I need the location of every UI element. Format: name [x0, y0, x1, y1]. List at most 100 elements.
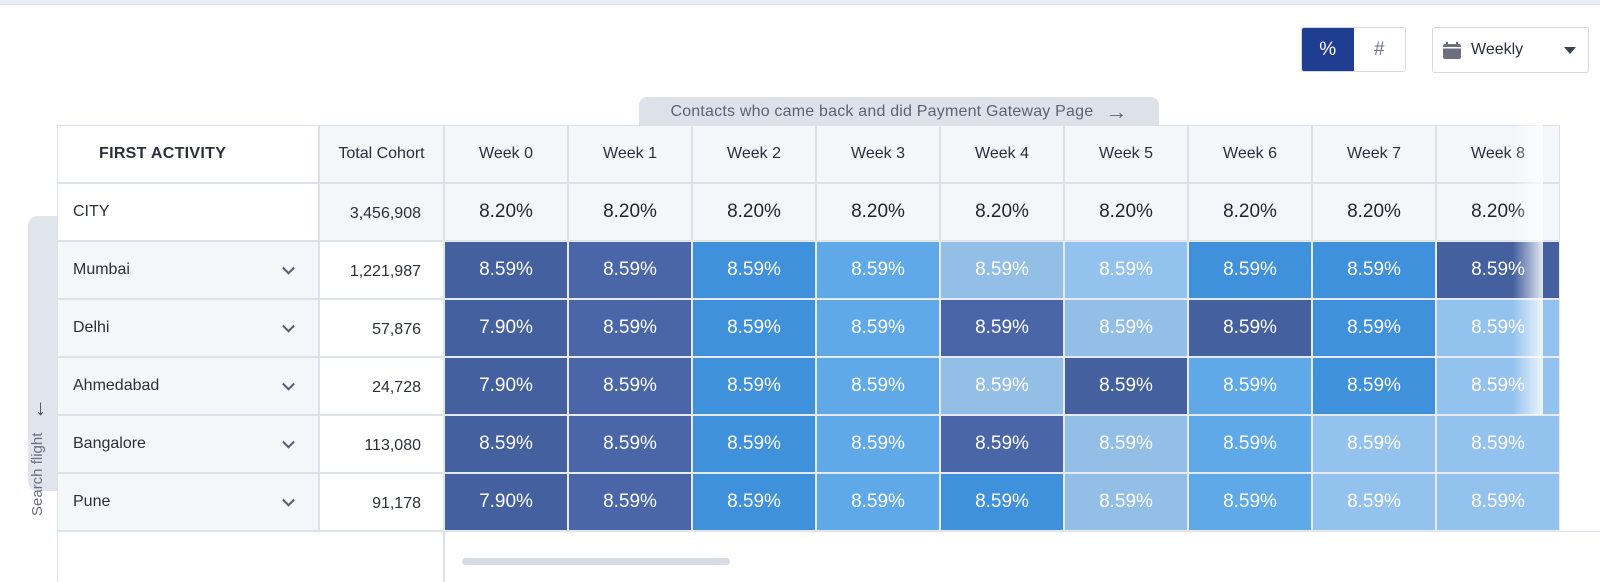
retention-cell[interactable]: 8.59% — [1064, 357, 1188, 415]
retention-cell[interactable]: 8.59% — [816, 357, 940, 415]
summary-week-value: 8.20% — [444, 183, 568, 241]
cohort-total-value: 57,876 — [319, 299, 444, 357]
retention-cell[interactable]: 8.59% — [1436, 357, 1560, 415]
arrow-right-icon: → — [1105, 99, 1128, 124]
frequency-value: Weekly — [1471, 41, 1524, 58]
retention-cell[interactable]: 8.59% — [816, 299, 940, 357]
city-name: Pune — [73, 493, 111, 510]
cohort-total-value: 24,728 — [319, 357, 444, 415]
city-name: Bangalore — [73, 435, 146, 452]
city-row-toggle[interactable]: Pune — [57, 473, 319, 531]
retention-cell[interactable]: 8.59% — [1436, 299, 1560, 357]
retention-cell[interactable]: 8.59% — [1188, 357, 1312, 415]
week-header: Week 4 — [940, 125, 1064, 183]
city-name: Delhi — [73, 319, 110, 336]
chevron-down-icon — [282, 261, 295, 275]
week-header: Week 0 — [444, 125, 568, 183]
summary-week-value: 8.20% — [692, 183, 816, 241]
arrow-down-icon: ↓ — [35, 395, 46, 420]
retention-cell[interactable]: 8.59% — [568, 299, 692, 357]
retention-cell[interactable]: 8.59% — [940, 473, 1064, 531]
retention-cell[interactable]: 8.59% — [1188, 415, 1312, 473]
total-cohort-header: Total Cohort — [319, 125, 444, 183]
retention-cell[interactable]: 8.59% — [1064, 415, 1188, 473]
count-toggle-button[interactable]: # — [1353, 28, 1405, 71]
retention-cell[interactable]: 8.59% — [692, 299, 816, 357]
return-event-banner: Contacts who came back and did Payment G… — [639, 97, 1159, 127]
retention-cell[interactable]: 8.59% — [1312, 415, 1436, 473]
retention-cell[interactable]: 8.59% — [568, 241, 692, 299]
retention-cell[interactable]: 8.59% — [568, 473, 692, 531]
retention-cell[interactable]: 8.59% — [1312, 241, 1436, 299]
frequency-dropdown[interactable]: Weekly — [1432, 27, 1589, 73]
retention-cell[interactable]: 7.90% — [444, 473, 568, 531]
retention-cell[interactable]: 8.59% — [692, 357, 816, 415]
week-header: Week 7 — [1312, 125, 1436, 183]
retention-cell[interactable]: 8.59% — [940, 415, 1064, 473]
retention-cell[interactable]: 7.90% — [444, 357, 568, 415]
view-mode-toggle: % # — [1301, 27, 1406, 72]
retention-cell[interactable]: 8.59% — [940, 357, 1064, 415]
side-tab-label: Search flight — [29, 432, 46, 516]
retention-cell[interactable]: 8.59% — [816, 415, 940, 473]
summary-week-value: 8.20% — [1188, 183, 1312, 241]
retention-cell[interactable]: 8.59% — [816, 473, 940, 531]
cohort-table: FIRST ACTIVITY Total Cohort Week 0 Week 1 We… — [57, 125, 1600, 582]
retention-cell[interactable]: 8.59% — [1064, 241, 1188, 299]
retention-cell[interactable]: 8.59% — [1188, 299, 1312, 357]
top-divider — [0, 0, 1600, 5]
retention-cell[interactable]: 8.59% — [444, 241, 568, 299]
cohort-total-value: 113,080 — [319, 415, 444, 473]
week-header: Week 6 — [1188, 125, 1312, 183]
retention-cell[interactable]: 8.59% — [1436, 473, 1560, 531]
retention-cell[interactable]: 8.59% — [568, 357, 692, 415]
table-footer-right — [444, 531, 1600, 582]
retention-cell[interactable]: 8.59% — [940, 299, 1064, 357]
chevron-down-icon — [282, 377, 295, 391]
week-header: Week 1 — [568, 125, 692, 183]
week-header: Week 2 — [692, 125, 816, 183]
retention-cell[interactable]: 8.59% — [1188, 473, 1312, 531]
summary-week-value: 8.20% — [1312, 183, 1436, 241]
retention-cell[interactable]: 8.59% — [568, 415, 692, 473]
week-header: Week 8 — [1436, 125, 1560, 183]
chevron-down-icon — [282, 435, 295, 449]
search-flight-side-tab[interactable]: Search flight ↓ — [28, 216, 59, 516]
retention-cell[interactable]: 8.59% — [444, 415, 568, 473]
summary-week-value: 8.20% — [1436, 183, 1560, 241]
retention-cell[interactable]: 8.59% — [692, 415, 816, 473]
retention-cell[interactable]: 8.59% — [1312, 473, 1436, 531]
city-row-toggle[interactable]: Mumbai — [57, 241, 319, 299]
chevron-down-icon — [282, 493, 295, 507]
week-header: Week 3 — [816, 125, 940, 183]
retention-cell[interactable]: 8.59% — [692, 473, 816, 531]
retention-cell[interactable]: 8.59% — [816, 241, 940, 299]
city-row-toggle[interactable]: Ahmedabad — [57, 357, 319, 415]
city-name: Ahmedabad — [73, 377, 160, 394]
week-header: Week 5 — [1064, 125, 1188, 183]
retention-cell[interactable]: 8.59% — [1436, 241, 1560, 299]
first-activity-header: FIRST ACTIVITY — [57, 125, 319, 183]
retention-cell[interactable]: 8.59% — [1312, 357, 1436, 415]
retention-cell[interactable]: 8.59% — [1188, 241, 1312, 299]
summary-week-value: 8.20% — [1064, 183, 1188, 241]
summary-week-value: 8.20% — [568, 183, 692, 241]
chevron-down-icon — [1564, 46, 1576, 54]
city-name: Mumbai — [73, 261, 130, 278]
city-row-toggle[interactable]: Delhi — [57, 299, 319, 357]
retention-cell[interactable]: 8.59% — [1064, 299, 1188, 357]
horizontal-scrollbar[interactable] — [462, 558, 730, 565]
retention-cell[interactable]: 8.59% — [1436, 415, 1560, 473]
cohort-total-value: 91,178 — [319, 473, 444, 531]
table-footer-left — [57, 531, 444, 582]
retention-cell[interactable]: 8.59% — [692, 241, 816, 299]
banner-text: Contacts who came back and did Payment G… — [670, 103, 1094, 120]
retention-cell[interactable]: 8.59% — [1064, 473, 1188, 531]
summary-week-value: 8.20% — [816, 183, 940, 241]
percent-toggle-button[interactable]: % — [1302, 28, 1354, 71]
cohort-total-value: 1,221,987 — [319, 241, 444, 299]
retention-cell[interactable]: 8.59% — [940, 241, 1064, 299]
retention-cell[interactable]: 8.59% — [1312, 299, 1436, 357]
retention-cell[interactable]: 7.90% — [444, 299, 568, 357]
city-row-toggle[interactable]: Bangalore — [57, 415, 319, 473]
